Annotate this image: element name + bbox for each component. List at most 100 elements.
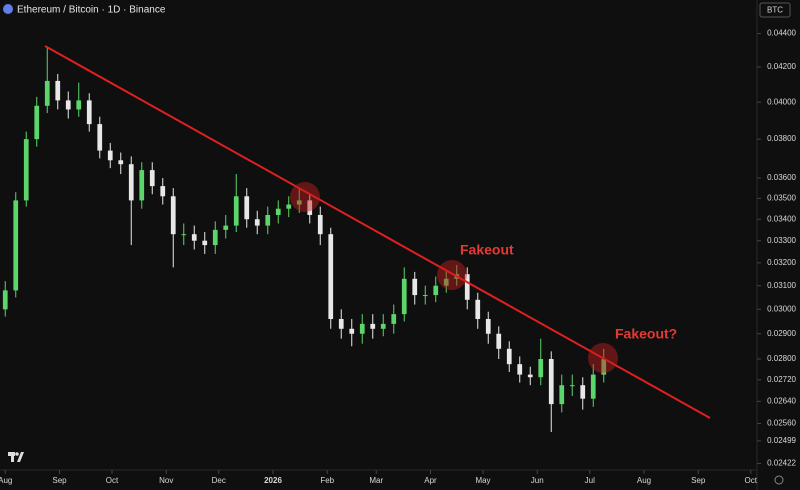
candle-body — [412, 278, 418, 296]
candle-body — [538, 359, 544, 378]
candle-body — [580, 385, 586, 399]
x-tick-label: Oct — [106, 476, 119, 485]
candle-body — [475, 299, 481, 319]
candle-body — [223, 225, 229, 230]
highlight-circle — [437, 260, 467, 290]
y-tick-label: 0.02499 — [767, 436, 796, 445]
candle-body — [433, 285, 439, 296]
y-tick-label: 0.03600 — [767, 173, 796, 182]
y-tick-label: 0.03400 — [767, 214, 796, 223]
candle-body — [13, 200, 19, 291]
candle-body — [160, 186, 166, 197]
candle-body — [569, 385, 575, 387]
candle-body — [380, 323, 386, 329]
candle-body — [128, 164, 134, 201]
x-tick-label: Oct — [745, 476, 758, 485]
candle-body — [548, 359, 554, 405]
candle-body — [191, 234, 197, 241]
candle-body — [2, 290, 8, 310]
candle-body — [527, 374, 533, 378]
candle-body — [443, 278, 449, 286]
candle-body — [97, 124, 103, 151]
x-tick-label: Jul — [585, 476, 595, 485]
y-tick-label: 0.02640 — [767, 396, 796, 405]
annotation: Fakeout — [460, 242, 514, 258]
y-tick-label: 0.04200 — [767, 62, 796, 71]
candle-body — [265, 214, 271, 226]
currency-button[interactable] — [759, 2, 791, 18]
settings-icon[interactable] — [774, 475, 784, 485]
currency-label[interactable]: BTC — [767, 6, 783, 15]
candle-body — [391, 314, 397, 324]
y-tick-label: 0.03200 — [767, 258, 796, 267]
candle-body — [296, 200, 302, 205]
y-tick-label: 0.02900 — [767, 329, 796, 338]
candle-body — [317, 214, 323, 235]
x-tick-label: Sep — [52, 476, 67, 485]
candle-body — [76, 100, 82, 110]
candle-body — [517, 364, 523, 375]
x-tick-label: Aug — [0, 476, 12, 485]
candle-body — [244, 196, 250, 220]
y-tick-label: 0.03000 — [767, 304, 796, 313]
candle-body — [370, 323, 376, 329]
candle-body — [286, 204, 292, 209]
candle-body — [328, 234, 334, 319]
candle-body — [338, 318, 344, 329]
tv-logo — [8, 452, 24, 462]
y-tick-label: 0.04000 — [767, 97, 796, 106]
x-tick-label: Feb — [320, 476, 334, 485]
y-tick-label: 0.02422 — [767, 459, 796, 468]
y-tick-label: 0.02800 — [767, 354, 796, 363]
chart-title: Ethereum / Bitcoin · 1D · Binance — [17, 5, 166, 16]
x-tick-label: 2026 — [264, 476, 282, 485]
candle-body — [118, 160, 124, 165]
symbol-icon — [3, 4, 13, 14]
candle-body — [401, 278, 407, 315]
candle-body — [86, 100, 92, 125]
candle-body — [496, 333, 502, 349]
candle-body — [275, 208, 281, 215]
x-tick-label: Apr — [424, 476, 437, 485]
highlight-circle — [290, 182, 320, 212]
candle-body — [23, 139, 29, 201]
y-tick-label: 0.03100 — [767, 281, 796, 290]
candle-body — [139, 170, 145, 201]
y-tick-label: 0.04400 — [767, 29, 796, 38]
y-tick-label: 0.03500 — [767, 193, 796, 202]
candle-body — [181, 234, 187, 236]
candle-body — [65, 100, 71, 110]
candle-body — [149, 170, 155, 187]
candle-body — [590, 374, 596, 399]
candle-body — [506, 348, 512, 365]
candle-body — [34, 105, 40, 140]
candle-body — [202, 240, 208, 246]
candle-body — [422, 295, 428, 297]
candle-body — [359, 323, 365, 334]
y-tick-label: 0.02720 — [767, 375, 796, 384]
candle-body — [559, 385, 565, 405]
candle-body — [212, 229, 218, 246]
x-tick-label: Nov — [159, 476, 173, 485]
highlight-circle — [588, 343, 618, 373]
y-tick-label: 0.03800 — [767, 134, 796, 143]
candle-body — [233, 196, 239, 226]
candle-body — [44, 80, 50, 106]
annotation: Fakeout? — [615, 326, 677, 342]
y-tick-label: 0.03300 — [767, 236, 796, 245]
candle-body — [254, 219, 260, 226]
candle-body — [170, 196, 176, 235]
candle-body — [55, 80, 61, 101]
x-tick-label: Jun — [531, 476, 544, 485]
y-tick-label: 0.02560 — [767, 419, 796, 428]
x-tick-label: May — [475, 476, 490, 485]
x-tick-label: Dec — [212, 476, 226, 485]
candle-body — [601, 359, 607, 375]
candle-body — [485, 318, 491, 334]
candle-body — [307, 200, 313, 215]
candle-body — [464, 274, 470, 300]
trendline — [44, 45, 711, 419]
x-tick-label: Aug — [637, 476, 651, 485]
x-tick-label: Sep — [691, 476, 706, 485]
